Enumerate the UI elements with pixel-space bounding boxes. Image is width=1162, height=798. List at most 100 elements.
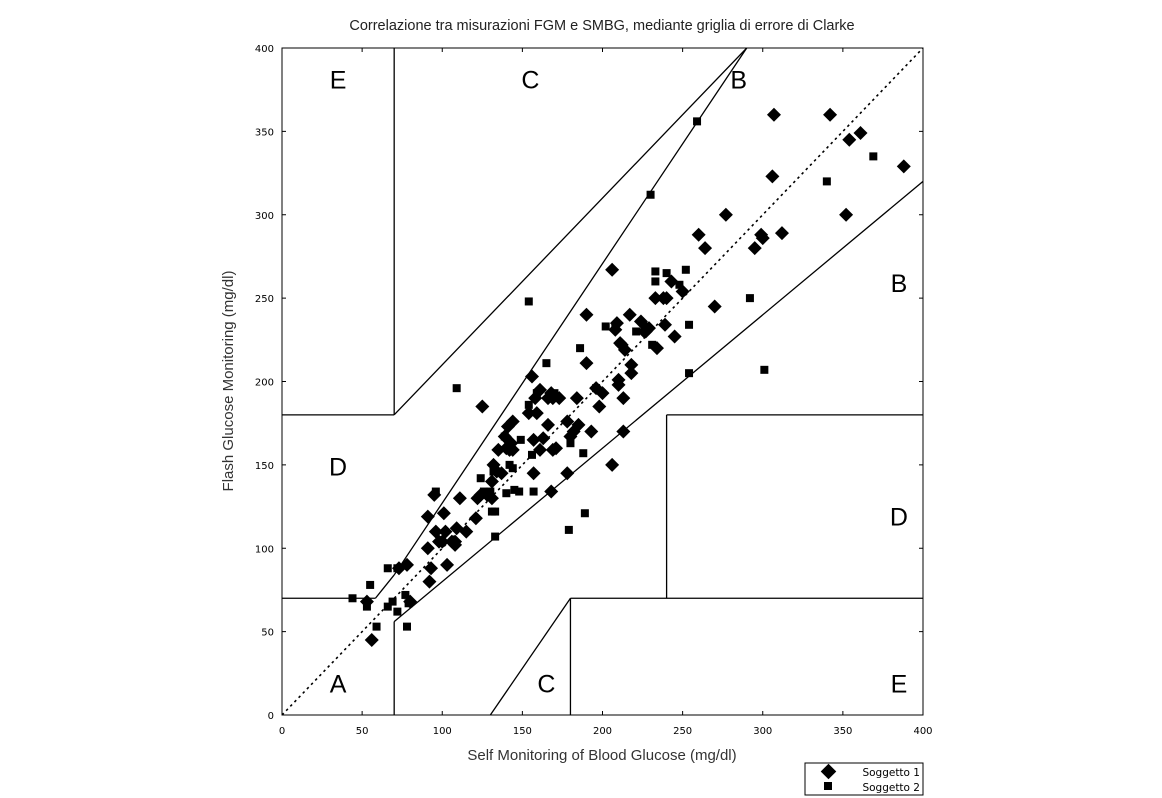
data-point-soggetto-1 (536, 431, 551, 446)
data-point-soggetto-1 (718, 207, 733, 222)
data-point-soggetto-2 (592, 384, 601, 393)
data-point-soggetto-2 (476, 474, 485, 483)
data-point-soggetto-1 (579, 356, 594, 371)
legend-square-marker (824, 782, 832, 790)
data-point-soggetto-2 (479, 487, 488, 496)
data-point-soggetto-1 (420, 509, 435, 524)
data-point-soggetto-1 (823, 107, 838, 122)
data-point-soggetto-1 (560, 466, 575, 481)
zone-boundaries (282, 48, 923, 715)
data-point-soggetto-2 (646, 190, 655, 199)
data-point-soggetto-2 (532, 389, 541, 398)
data-point-soggetto-1 (505, 414, 520, 429)
data-point-soggetto-1 (420, 541, 435, 556)
data-point-soggetto-2 (388, 597, 397, 606)
data-point-soggetto-2 (693, 117, 702, 126)
data-point-soggetto-2 (651, 267, 660, 276)
data-point-soggetto-2 (685, 320, 694, 329)
zone-label-d: D (890, 504, 908, 532)
legend-label-soggetto-2: Soggetto 2 (862, 782, 920, 794)
zone-label-b: B (730, 67, 747, 95)
data-point-soggetto-2 (550, 389, 559, 398)
data-point-soggetto-1 (549, 441, 564, 456)
data-point-soggetto-2 (510, 485, 519, 494)
data-point-soggetto-2 (576, 344, 585, 353)
legend-diamond-marker (820, 763, 837, 780)
data-point-soggetto-1 (584, 424, 599, 439)
data-point-soggetto-2 (611, 324, 620, 333)
zone-labels: E C B B D D A C E (329, 67, 908, 699)
zone-boundary-line (489, 597, 571, 715)
data-point-soggetto-1 (622, 307, 637, 322)
data-point-soggetto-1 (364, 632, 379, 647)
data-point-soggetto-1 (765, 169, 780, 184)
zone-label-c: C (521, 67, 539, 95)
data-point-soggetto-1 (526, 466, 541, 481)
zone-label-e: E (891, 670, 908, 698)
data-point-soggetto-1 (592, 399, 607, 414)
data-point-soggetto-1 (452, 491, 467, 506)
identity-line (282, 48, 923, 715)
data-point-soggetto-1 (766, 107, 781, 122)
data-point-soggetto-1 (524, 369, 539, 384)
zone-boundary-line (393, 180, 923, 623)
data-point-soggetto-1 (691, 227, 706, 242)
data-point-soggetto-1 (667, 329, 682, 344)
data-point-soggetto-1 (664, 274, 679, 289)
data-point-soggetto-1 (774, 226, 789, 241)
x-tick-label: 250 (673, 726, 692, 737)
data-point-soggetto-2 (431, 487, 440, 496)
data-point-soggetto-2 (452, 384, 461, 393)
data-point-soggetto-2 (685, 369, 694, 378)
data-point-soggetto-2 (489, 467, 498, 476)
zone-label-e: E (330, 67, 347, 95)
data-point-soggetto-1 (842, 132, 857, 147)
data-point-soggetto-2 (491, 532, 500, 541)
y-tick-label: 300 (255, 211, 274, 222)
data-point-soggetto-2 (601, 322, 610, 331)
x-tick-label: 400 (913, 726, 932, 737)
data-point-soggetto-1 (484, 474, 499, 489)
data-point-soggetto-2 (383, 602, 392, 611)
data-point-soggetto-2 (675, 280, 684, 289)
data-point-soggetto-2 (524, 297, 533, 306)
data-point-soggetto-1 (755, 231, 770, 246)
y-tick-label: 400 (255, 44, 274, 55)
data-point-soggetto-2 (651, 277, 660, 286)
data-point-soggetto-2 (515, 487, 524, 496)
data-point-soggetto-2 (579, 449, 588, 458)
zone-label-c: C (537, 670, 555, 698)
data-point-soggetto-1 (526, 432, 541, 447)
data-point-soggetto-2 (372, 622, 381, 631)
legend: Soggetto 1 Soggetto 2 (804, 762, 924, 796)
zone-boundary-line (393, 48, 748, 576)
data-point-soggetto-1 (468, 511, 483, 526)
data-point-soggetto-2 (632, 327, 641, 336)
y-tick-label: 200 (255, 378, 274, 389)
data-point-soggetto-1 (505, 442, 520, 457)
data-point-soggetto-1 (605, 457, 620, 472)
data-point-soggetto-1 (521, 406, 536, 421)
data-point-soggetto-1 (438, 524, 453, 539)
data-point-soggetto-1 (475, 399, 490, 414)
data-point-soggetto-2 (401, 590, 410, 599)
data-point-soggetto-1 (616, 424, 631, 439)
data-point-soggetto-2 (508, 464, 517, 473)
y-tick-label: 250 (255, 294, 274, 305)
x-tick-label: 150 (513, 726, 532, 737)
data-point-soggetto-1 (616, 391, 631, 406)
x-tick-label: 0 (279, 726, 285, 737)
data-point-soggetto-1 (529, 406, 544, 421)
data-point-soggetto-2 (564, 525, 573, 534)
zone-boundary-line (374, 574, 395, 599)
data-point-soggetto-1 (399, 557, 414, 572)
data-point-soggetto-2 (491, 507, 500, 516)
data-point-soggetto-2 (362, 602, 371, 611)
data-point-soggetto-2 (580, 509, 589, 518)
data-point-soggetto-1 (659, 291, 674, 306)
data-point-soggetto-2 (648, 340, 657, 349)
data-point-soggetto-1 (459, 524, 474, 539)
data-point-soggetto-1 (617, 342, 632, 357)
data-point-soggetto-2 (383, 564, 392, 573)
